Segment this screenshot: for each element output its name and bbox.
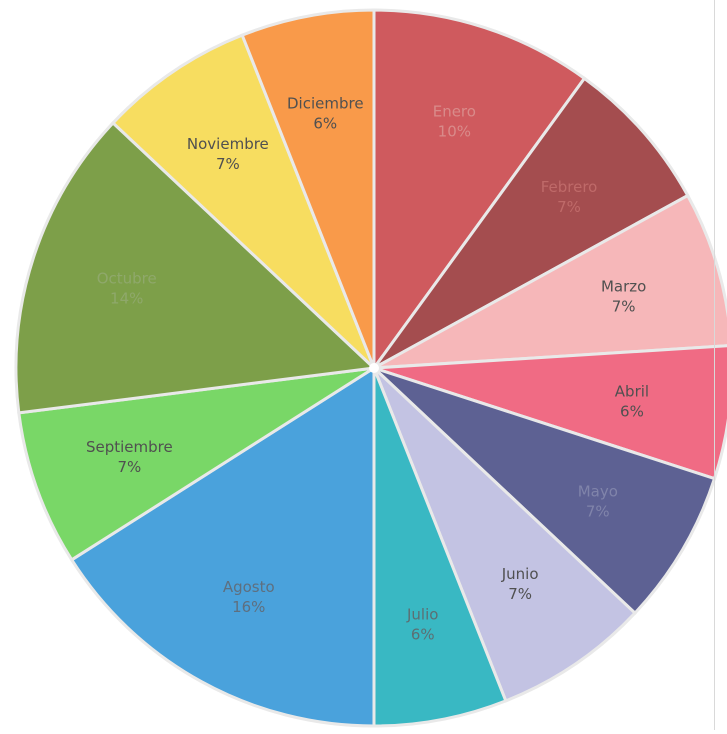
slice-percent-septiembre: 7%: [117, 458, 141, 476]
pie-slice-junio: [372, 366, 638, 703]
slice-percent-junio: 7%: [508, 585, 532, 603]
slice-percent-abril: 6%: [620, 403, 644, 421]
slice-label-julio: Julio: [406, 605, 438, 623]
pie-slice-mayo: [372, 366, 717, 616]
pie-slice-enero: [372, 8, 587, 373]
pie-center-dot: [369, 363, 379, 373]
slice-percent-febrero: 7%: [557, 198, 581, 216]
slice-percent-octubre: 14%: [110, 290, 143, 308]
pie-slice-abril: [373, 344, 727, 481]
slice-label-marzo: Marzo: [601, 277, 646, 295]
slice-label-abril: Abril: [615, 383, 649, 401]
slice-percent-mayo: 7%: [586, 502, 610, 520]
slice-percent-diciembre: 6%: [313, 115, 337, 133]
pie-slice-julio: [372, 367, 508, 728]
pie-slice-noviembre: [110, 33, 376, 370]
pie-labels: Enero 10% Febrero 7% Marzo 7% Abril 6% Mayo 7% Jun…: [86, 95, 649, 644]
slice-label-junio: Junio: [501, 565, 539, 583]
slice-percent-noviembre: 7%: [216, 155, 240, 173]
slice-label-mayo: Mayo: [578, 482, 618, 500]
slice-percent-julio: 6%: [411, 625, 435, 643]
slice-label-diciembre: Diciembre: [287, 95, 364, 113]
slice-percent-marzo: 7%: [612, 297, 636, 315]
pie-slice-octubre: [14, 120, 378, 415]
slice-label-febrero: Febrero: [541, 178, 598, 196]
slice-label-noviembre: Noviembre: [187, 135, 269, 153]
right-divider: [714, 0, 715, 730]
pie-slice-agosto: [69, 365, 376, 728]
slice-percent-agosto: 16%: [232, 598, 265, 616]
pie-slice-diciembre: [240, 8, 376, 369]
pie-slice-septiembre: [17, 366, 375, 562]
slice-label-agosto: Agosto: [223, 578, 275, 596]
slice-percent-enero: 10%: [438, 123, 471, 141]
slice-label-octubre: Octubre: [97, 270, 157, 288]
pie-slice-febrero: [372, 76, 690, 370]
slice-label-enero: Enero: [433, 103, 476, 121]
pie-slices: [14, 8, 727, 728]
slice-label-septiembre: Septiembre: [86, 438, 173, 456]
pie-slice-marzo: [373, 193, 727, 370]
